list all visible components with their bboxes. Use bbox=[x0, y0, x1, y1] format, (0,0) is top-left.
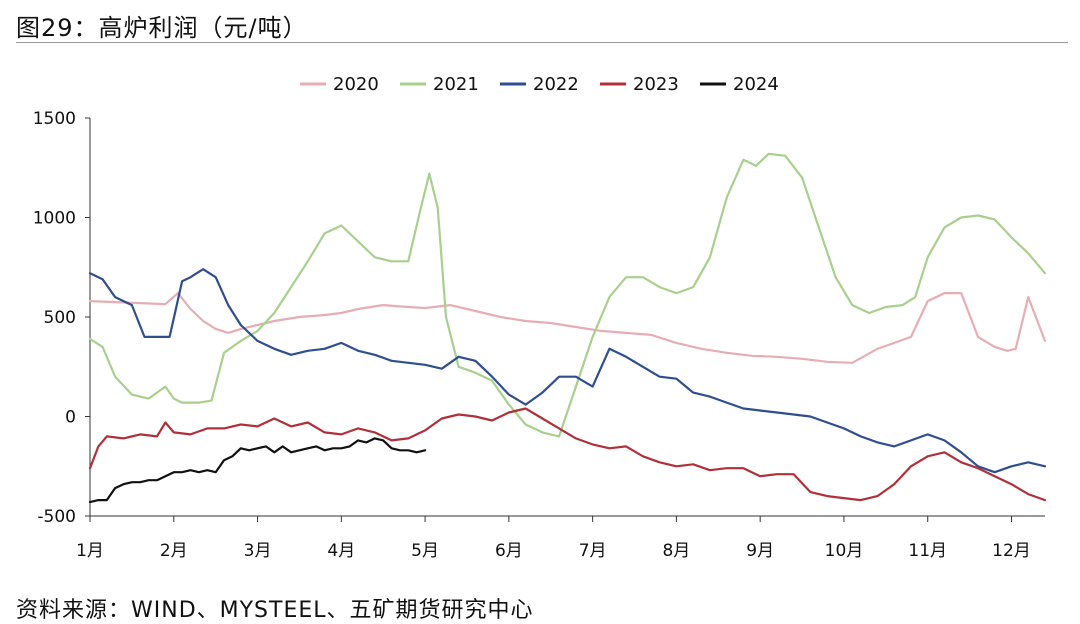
x-tick-label: 8月 bbox=[662, 541, 690, 561]
series-line-2024 bbox=[88, 437, 427, 504]
x-tick-label: 4月 bbox=[327, 541, 355, 561]
legend: 2020 2021 2022 2023 2024 bbox=[300, 74, 779, 95]
x-tick-label: 7月 bbox=[579, 541, 607, 561]
figure-title: 图29：高炉利润（元/吨） bbox=[16, 14, 308, 42]
title-divider bbox=[16, 42, 1068, 43]
x-tick-label: 6月 bbox=[495, 541, 523, 561]
x-tick-label: 2月 bbox=[160, 541, 188, 561]
series-line-2022 bbox=[88, 268, 1047, 474]
legend-item-2024: 2024 bbox=[700, 74, 779, 95]
legend-label: 2024 bbox=[733, 74, 779, 95]
legend-label: 2022 bbox=[533, 74, 579, 95]
legend-label: 2020 bbox=[333, 74, 379, 95]
x-tick-label: 3月 bbox=[244, 541, 272, 561]
legend-label: 2023 bbox=[633, 74, 679, 95]
x-tick-label: 1月 bbox=[76, 541, 104, 561]
legend-item-2022: 2022 bbox=[500, 74, 579, 95]
source-note: 资料来源：WIND、MYSTEEL、五矿期货研究中心 bbox=[16, 598, 534, 623]
x-tick-label: 12月 bbox=[992, 541, 1031, 561]
x-tick-label: 9月 bbox=[746, 541, 774, 561]
x-tick-label: 5月 bbox=[411, 541, 439, 561]
x-tick-label: 11月 bbox=[908, 541, 947, 561]
y-tick-label: 500 bbox=[44, 308, 76, 328]
line-chart: 2020 2021 2022 2023 2024 -500 0 500 1000 1500 1月… bbox=[33, 74, 1047, 561]
series-line-2023 bbox=[88, 407, 1047, 502]
plot-area bbox=[88, 152, 1047, 504]
x-tick-label: 10月 bbox=[825, 541, 864, 561]
y-axis: -500 0 500 1000 1500 bbox=[33, 109, 91, 527]
legend-item-2023: 2023 bbox=[600, 74, 679, 95]
x-axis: 1月 2月 3月 4月 5月 6月 7月 8月 9月 10月 11月 12月 bbox=[76, 515, 1045, 561]
y-tick-label: 1500 bbox=[33, 109, 76, 129]
legend-item-2020: 2020 bbox=[300, 74, 379, 95]
legend-item-2021: 2021 bbox=[400, 74, 479, 95]
series-line-2020 bbox=[88, 292, 1047, 364]
y-tick-label: -500 bbox=[37, 507, 76, 527]
y-tick-label: 1000 bbox=[33, 209, 76, 229]
series-line-2021 bbox=[88, 152, 1047, 438]
y-tick-label: 0 bbox=[65, 408, 76, 428]
legend-label: 2021 bbox=[433, 74, 479, 95]
